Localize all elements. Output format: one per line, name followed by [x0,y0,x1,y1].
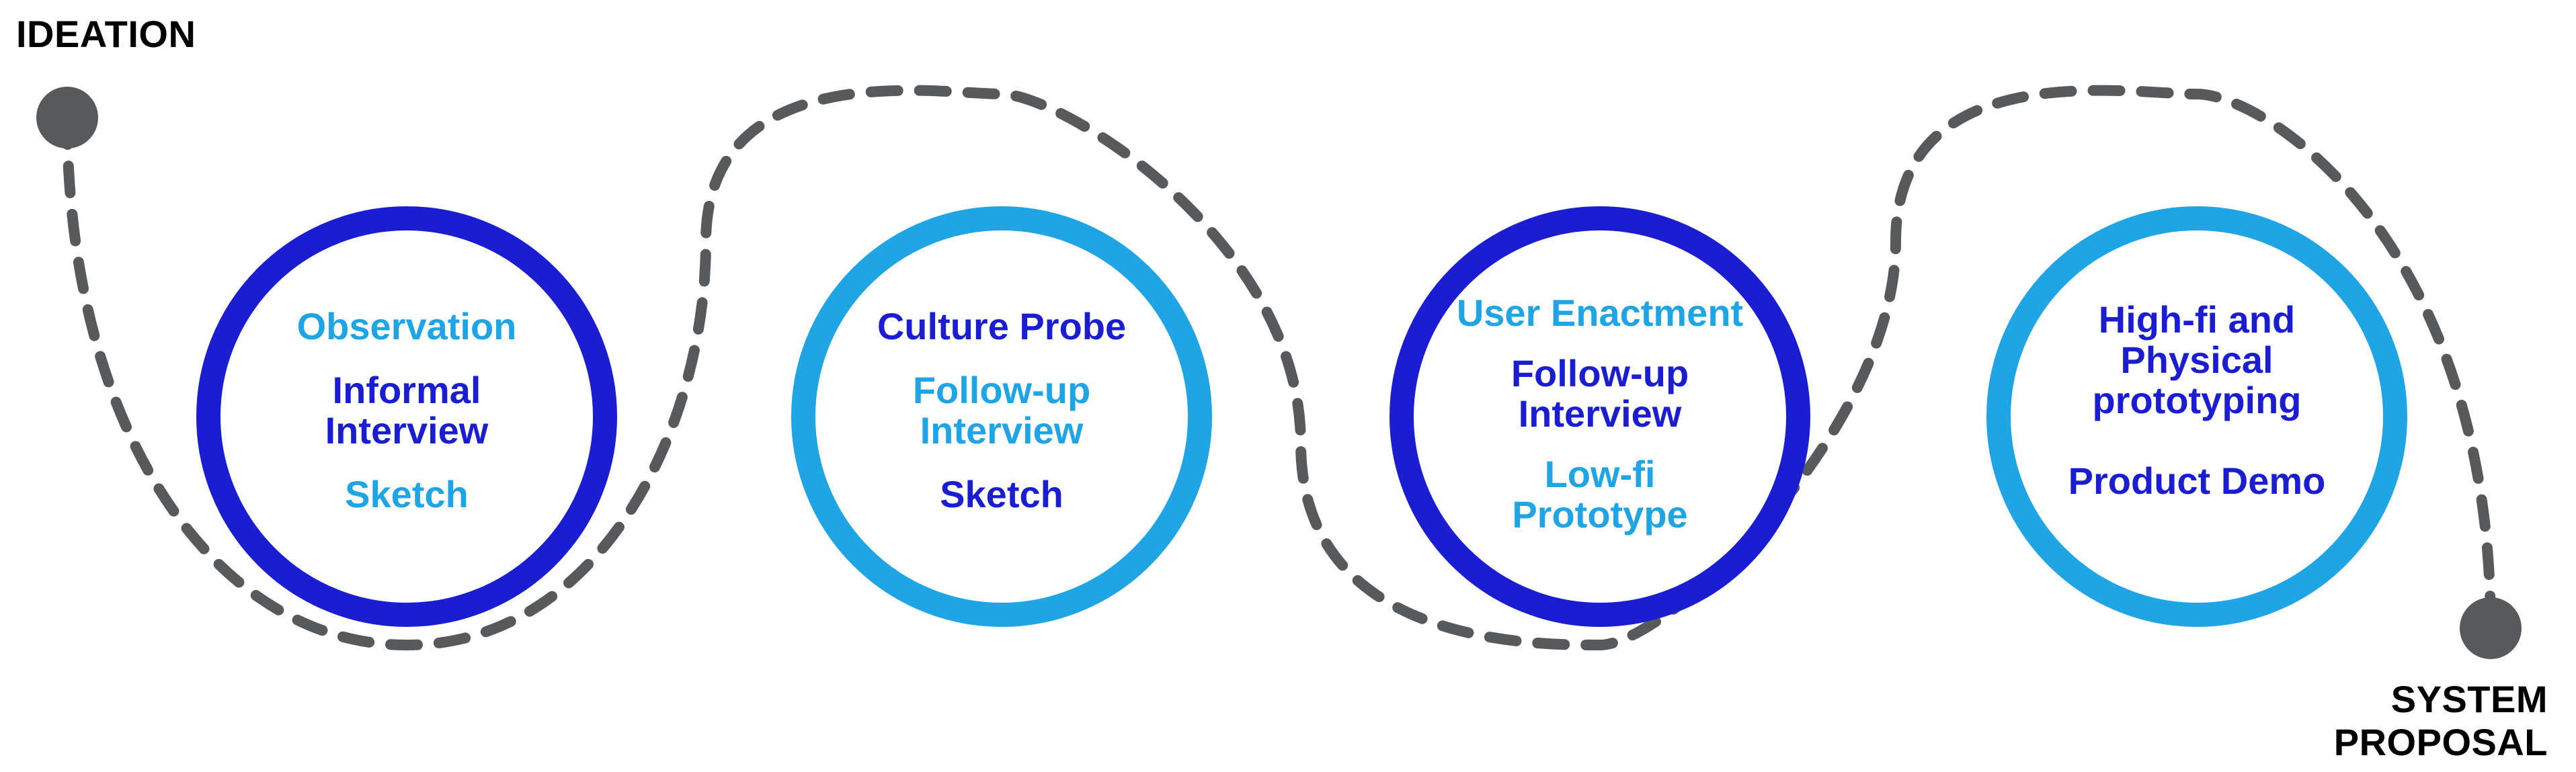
stage-text: Product Demo [2068,460,2326,502]
stage-text: High-fi and [2099,298,2295,341]
stage-text: Sketch [345,473,469,515]
stage-text: Follow-up [1511,352,1689,394]
stage-4: High-fi andPhysicalprototyping Product De… [1986,206,2407,627]
stage-text: Interview [325,409,489,452]
diagram-svg: ObservationInformalInterviewSketchCultur… [0,0,2576,772]
end-dot [2460,597,2522,659]
end-label-line2: PROPOSAL [2334,721,2548,763]
stage-text: Informal [333,369,481,411]
start-dot [36,87,98,148]
stage-text: prototyping [2092,379,2301,421]
stage-text: Interview [1519,392,1682,435]
stage-text: Observation [297,305,517,347]
stage-text: Low-fi [1545,453,1656,495]
stage-text: User Enactment [1457,292,1743,334]
stage-text: Interview [920,409,1084,452]
end-label-line1: SYSTEM [2391,678,2548,720]
stage-text: Follow-up [913,369,1090,411]
stage-text: Prototype [1512,493,1687,535]
stage-3: User Enactment Follow-upInterview Low-fiPr… [1390,206,1810,627]
start-label: IDEATION [16,13,196,55]
process-diagram: ObservationInformalInterviewSketchCultur… [0,0,2576,772]
stage-text: Culture Probe [877,305,1126,347]
stage-text: Sketch [940,473,1063,515]
stage-2: Culture Probe Follow-upInterview Sketch [791,206,1212,627]
stage-1: Observation InformalInterview Sketch [196,206,617,627]
stage-text: Physical [2120,339,2273,381]
